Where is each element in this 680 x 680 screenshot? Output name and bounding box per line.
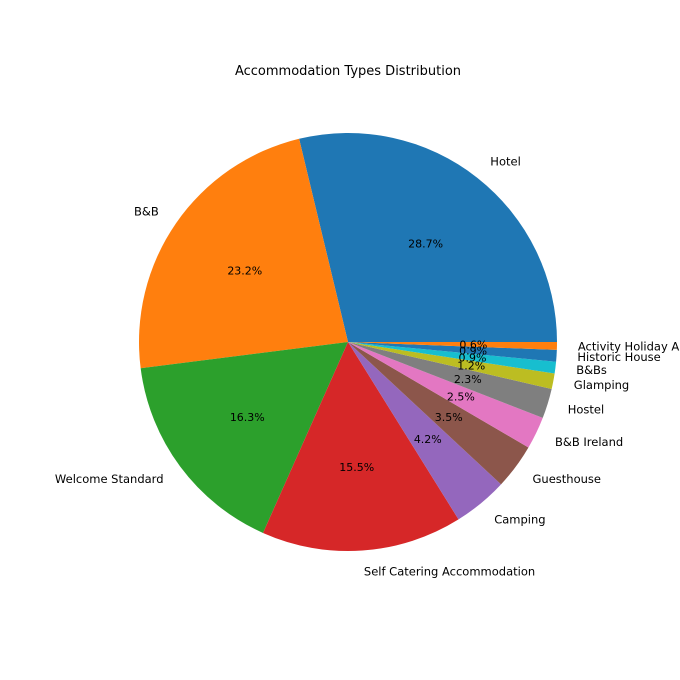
slice-hostel [348,342,552,418]
slice-label-glamping: Glamping [574,378,629,392]
pie-slices [138,133,557,552]
slice-b-bs [348,342,557,374]
pct-label-b-b-ireland: 2.5% [447,391,475,404]
slice-label-camping: Camping [494,512,545,526]
slice-welcome-standard [140,342,348,533]
pct-label-guesthouse: 3.5% [435,411,463,424]
pct-label-activity-holiday-a: 0.6% [459,338,487,351]
slice-label-hostel: Hostel [568,403,604,417]
slice-camping [348,342,502,520]
pct-label-hotel: 28.7% [408,238,443,251]
chart-title: Accommodation Types Distribution [235,64,461,79]
pct-label-welcome-standard: 16.3% [230,411,265,424]
pct-label-historic-house: 0.9% [459,344,487,357]
pct-label-camping: 4.2% [414,433,442,446]
slice-labels: Hotel B&B Welcome Standard Self Catering Ac… [55,154,680,578]
slice-label-guesthouse: Guesthouse [533,472,601,486]
slice-activity-holiday-a [348,342,557,350]
slice-b-b-ireland [348,342,543,448]
slice-label-b-b-ireland: B&B Ireland [555,435,623,449]
slice-hotel [299,133,557,342]
percent-labels: 28.7% 23.2% 16.3% 15.5% 4.2% 3.5% 2.5% 2.3%1.2%… [227,238,487,475]
slice-label-welcome-standard: Welcome Standard [55,472,164,486]
slice-self-catering-accommodation [263,342,459,552]
slice-label-self-catering-accommodation: Self Catering Accommodation [364,564,535,578]
slice-historic-house [348,342,557,362]
slice-label-hotel: Hotel [490,154,520,168]
pct-label-self-catering-accommodation: 15.5% [339,461,374,474]
slice-label-b-bs: B&Bs [576,363,607,377]
slice-glamping [348,342,555,389]
slice-label-historic-house: Historic House [577,350,660,364]
pct-label-b-b: 23.2% [227,265,262,278]
slice-guesthouse [348,342,529,485]
pct-label-glamping: 1.2% [457,360,485,373]
slice-label-b-b: B&B [134,204,159,218]
slice-label-activity-holiday-a: Activity Holiday A [578,339,680,353]
pct-label-b-bs: 0.9% [459,351,487,364]
slice-b-b [138,138,348,369]
pct-label-hostel: 2.3% [454,373,482,386]
